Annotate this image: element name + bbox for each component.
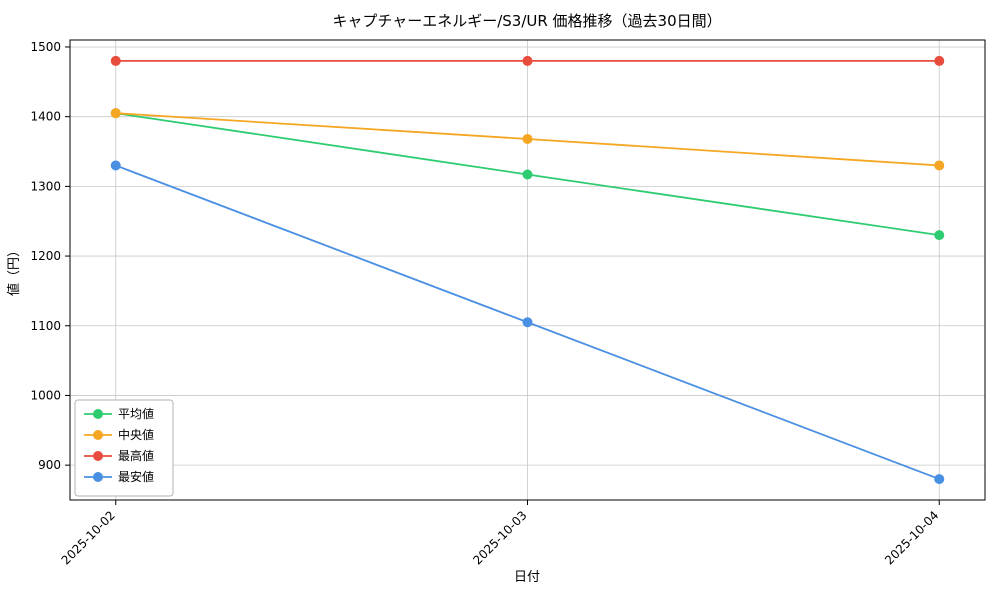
x-tick-label: 2025-10-03 [470,508,529,567]
legend-marker-series-mean [93,409,103,419]
series-mean-point [522,169,533,180]
series-min-point [110,160,121,171]
series-max-point [110,55,121,66]
y-tick-label: 1300 [30,179,61,193]
legend-label-series-median: 中央値 [118,427,154,442]
y-axis-label: 値（円） [6,244,22,296]
y-tick-label: 1400 [30,110,61,124]
series-max-point [934,55,945,66]
series-min [110,160,945,485]
legend-marker-series-median [93,430,103,440]
plot-area: 900 1000 1100 1200 1300 1400 1500 2025-10-02 202… [30,39,986,567]
legend-box [74,399,174,497]
y-tick-label: 1000 [30,388,61,402]
legend-label-series-mean: 平均値 [118,406,154,421]
series-max-point [522,55,533,66]
series-median-point [522,133,533,144]
y-tick-label: 900 [38,458,61,472]
chart-title: キャプチャーエネルギー/S3/UR 価格推移（過去30日間） [332,12,721,30]
series-median-point [110,108,121,119]
series-median [110,108,945,171]
legend-marker-series-max [93,451,103,461]
legend-marker-series-min [93,472,103,482]
y-tick-label: 1100 [30,319,61,333]
legend-label-series-max: 最高値 [118,448,154,463]
legend-label-series-min: 最安値 [118,469,154,484]
x-axis-label: 日付 [514,570,540,585]
series-max [110,55,945,66]
series-mean-point [934,230,945,241]
y-tick-label: 1200 [30,249,61,263]
legend [74,399,174,497]
x-tick-label: 2025-10-02 [59,508,118,567]
x-tick-label: 2025-10-04 [882,508,941,567]
series-median-point [934,160,945,171]
series-min-point [934,474,945,485]
series-min-point [522,317,533,328]
y-tick-label: 1500 [30,40,61,54]
